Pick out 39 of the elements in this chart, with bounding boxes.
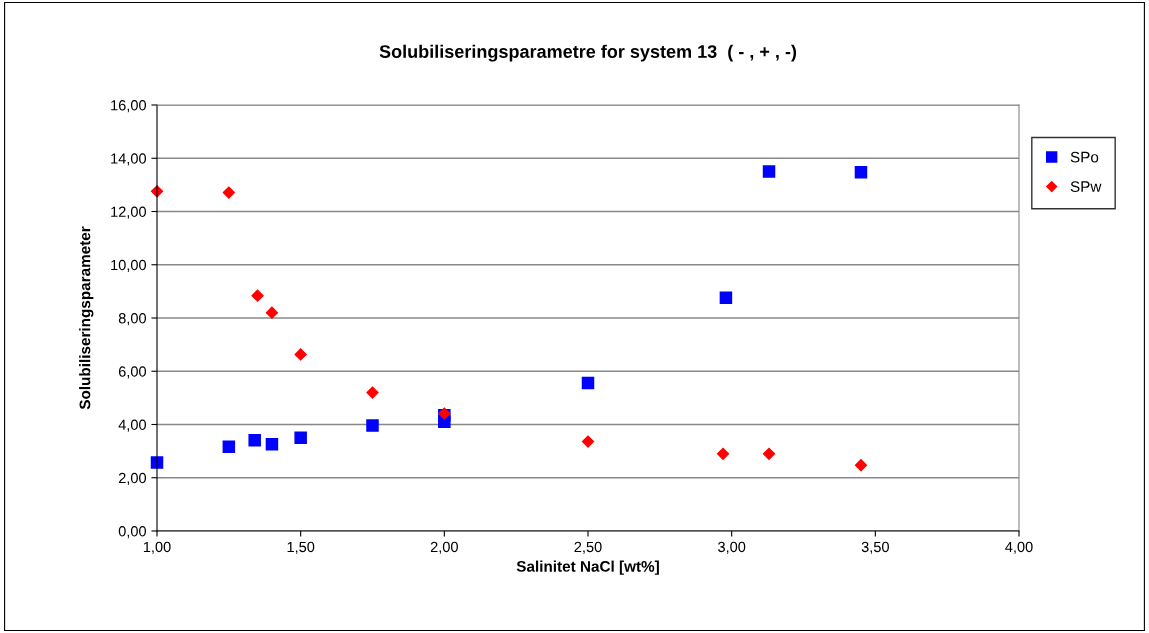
point — [581, 376, 595, 390]
x-tick-label: 1,50 — [287, 541, 315, 554]
point — [222, 440, 236, 454]
chart-title: Solubiliseringsparametre for system 13 ( - , + , -) — [379, 44, 797, 62]
y-tick-label: 14,00 — [111, 153, 147, 166]
point — [762, 165, 776, 178]
y-tick-label: 0,00 — [118, 526, 147, 539]
x-tick-label: 1,00 — [143, 541, 171, 554]
point — [294, 348, 307, 361]
point — [222, 186, 235, 199]
point — [719, 291, 733, 305]
point — [716, 447, 730, 460]
point — [251, 289, 264, 302]
y-tick-label: 10,00 — [111, 259, 147, 272]
x-tick-label: 2,50 — [574, 541, 602, 554]
legend-label: SPo — [1070, 151, 1099, 163]
x-tick-label: 3,50 — [861, 541, 889, 554]
point — [265, 306, 279, 319]
x-axis-title: Salinitet NaCl [wt%] — [516, 560, 659, 575]
x-tick-label: 2,00 — [430, 541, 458, 554]
point — [265, 437, 279, 451]
y-tick-label: 6,00 — [118, 366, 147, 379]
y-tick-label: 12,00 — [111, 206, 147, 219]
legend-label: SPw — [1070, 181, 1102, 193]
point — [294, 431, 307, 445]
y-tick-label: 16,00 — [111, 100, 147, 113]
y-tick-label: 2,00 — [118, 472, 147, 485]
point — [762, 447, 776, 460]
point — [581, 435, 595, 448]
point — [366, 386, 379, 399]
point — [854, 459, 868, 472]
x-tick-label: 3,00 — [718, 541, 746, 554]
point — [366, 419, 379, 432]
point — [854, 166, 868, 179]
point — [248, 433, 261, 447]
y-tick-label: 4,00 — [118, 419, 147, 432]
y-axis-title: Solubiliseringsparameter — [79, 226, 94, 410]
y-tick-label: 8,00 — [118, 313, 147, 326]
x-tick-label: 4,00 — [1005, 541, 1033, 554]
